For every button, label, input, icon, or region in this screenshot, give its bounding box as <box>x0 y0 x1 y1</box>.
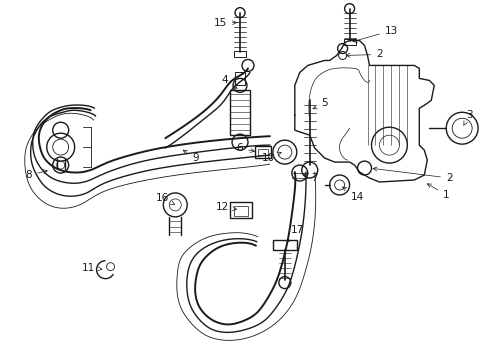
Bar <box>254 146 270 158</box>
Text: 12: 12 <box>215 202 236 212</box>
Bar <box>229 90 249 135</box>
Text: 11: 11 <box>82 263 102 273</box>
Text: 4: 4 <box>222 75 237 88</box>
Text: 10: 10 <box>261 152 281 163</box>
Text: 2: 2 <box>346 49 382 59</box>
Text: 13: 13 <box>352 26 397 42</box>
Bar <box>272 240 296 250</box>
Bar <box>258 149 267 155</box>
Bar <box>229 202 251 218</box>
Text: 2: 2 <box>372 167 451 183</box>
Bar <box>343 39 355 45</box>
Text: 9: 9 <box>183 150 198 163</box>
Bar <box>235 72 244 85</box>
Text: 1: 1 <box>427 184 448 200</box>
Text: 16: 16 <box>155 193 174 204</box>
Bar <box>234 50 245 58</box>
Text: 5: 5 <box>312 98 327 109</box>
Text: 3: 3 <box>463 110 471 126</box>
Text: 15: 15 <box>213 18 236 28</box>
Text: 8: 8 <box>25 170 47 180</box>
Text: 7: 7 <box>303 173 317 183</box>
Text: 17: 17 <box>286 225 304 242</box>
Bar <box>234 206 247 216</box>
Text: 6: 6 <box>236 143 254 153</box>
Text: 14: 14 <box>342 187 364 202</box>
